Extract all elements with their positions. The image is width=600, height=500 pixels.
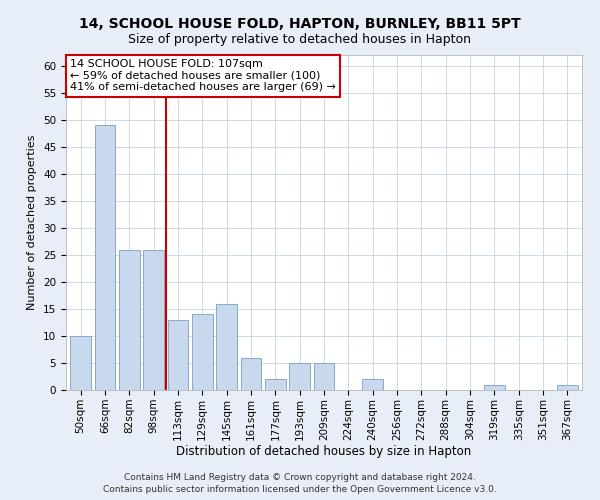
Bar <box>484 384 505 390</box>
Bar <box>362 379 383 390</box>
X-axis label: Distribution of detached houses by size in Hapton: Distribution of detached houses by size … <box>176 446 472 458</box>
Bar <box>143 250 164 390</box>
Bar <box>70 336 91 390</box>
Y-axis label: Number of detached properties: Number of detached properties <box>28 135 37 310</box>
Bar <box>216 304 237 390</box>
Bar <box>95 125 115 390</box>
Text: 14 SCHOOL HOUSE FOLD: 107sqm
← 59% of detached houses are smaller (100)
41% of s: 14 SCHOOL HOUSE FOLD: 107sqm ← 59% of de… <box>70 59 336 92</box>
Text: Size of property relative to detached houses in Hapton: Size of property relative to detached ho… <box>128 32 472 46</box>
Bar <box>314 363 334 390</box>
Text: 14, SCHOOL HOUSE FOLD, HAPTON, BURNLEY, BB11 5PT: 14, SCHOOL HOUSE FOLD, HAPTON, BURNLEY, … <box>79 18 521 32</box>
Bar <box>289 363 310 390</box>
Bar <box>557 384 578 390</box>
Bar <box>167 320 188 390</box>
Bar <box>265 379 286 390</box>
Text: Contains HM Land Registry data © Crown copyright and database right 2024.
Contai: Contains HM Land Registry data © Crown c… <box>103 472 497 494</box>
Bar <box>192 314 212 390</box>
Bar <box>241 358 262 390</box>
Bar <box>119 250 140 390</box>
